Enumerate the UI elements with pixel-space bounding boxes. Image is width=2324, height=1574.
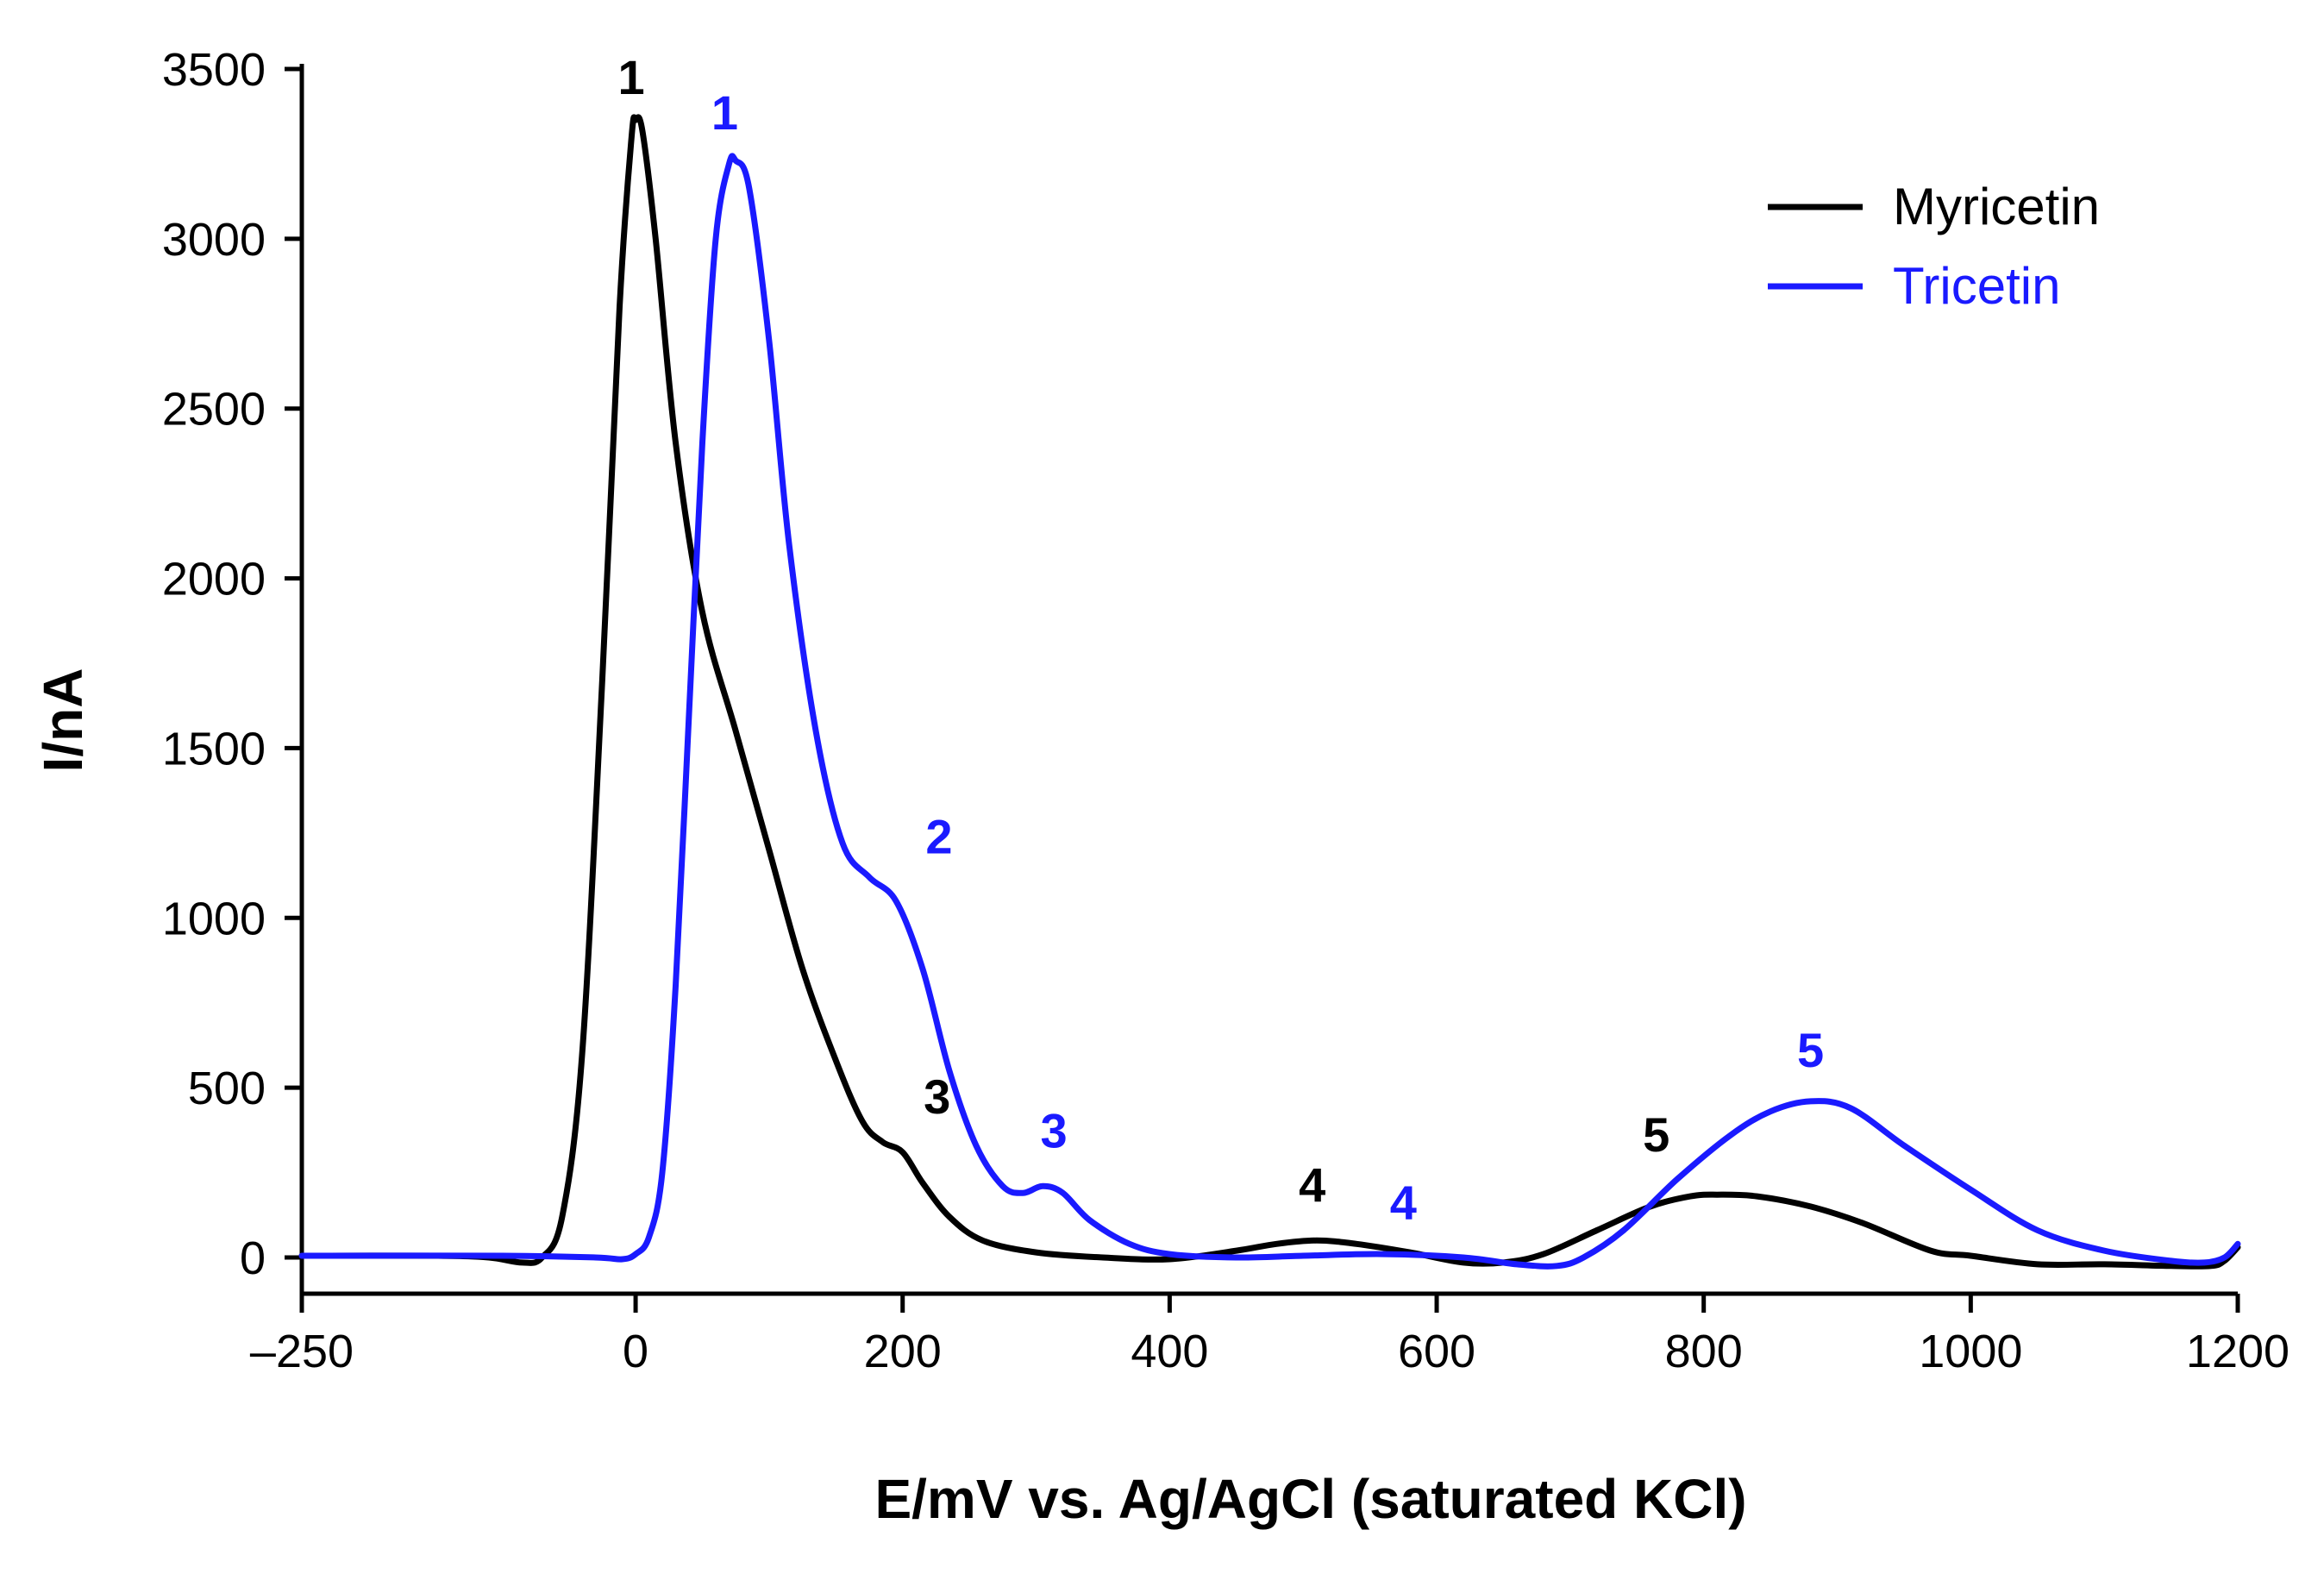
y-tick-label: 2500 xyxy=(162,384,266,436)
y-axis: 0 500 1000 1500 2000 2500 3000 3500 xyxy=(162,44,304,1294)
y-tick-label: 1000 xyxy=(162,893,266,944)
plot-area: 0 500 1000 1500 2000 2500 3000 3500 –250 0 200 400… xyxy=(162,44,2290,1377)
x-tick-label: 1000 xyxy=(1919,1326,2022,1377)
x-axis: –250 0 200 400 600 800 1000 1200 xyxy=(250,1291,2290,1377)
series-line-tricetin xyxy=(298,153,2241,1270)
peak-label-tricetin: 2 xyxy=(925,810,952,864)
x-tick-label: –250 xyxy=(250,1326,354,1377)
legend: Myricetin Tricetin xyxy=(1768,178,2100,315)
y-tick-label: 3000 xyxy=(162,214,266,266)
peak-label-tricetin: 4 xyxy=(1390,1176,1417,1230)
x-axis-title: E/mV vs. Ag/AgCl (saturated KCl) xyxy=(874,1468,1746,1530)
x-tick-label: 400 xyxy=(1131,1326,1208,1377)
y-axis-title: I/nA xyxy=(32,668,94,773)
peak-labels: 1 3 4 5 1 2 3 4 5 xyxy=(617,50,1824,1230)
legend-label: Tricetin xyxy=(1893,257,2060,315)
series-line-myricetin xyxy=(298,114,2241,1270)
peak-label-myricetin: 3 xyxy=(924,1069,950,1124)
peak-label-tricetin: 3 xyxy=(1040,1103,1067,1157)
x-tick-label: 0 xyxy=(623,1326,648,1377)
peak-label-tricetin: 1 xyxy=(711,85,738,140)
y-tick-label: 3500 xyxy=(162,44,266,96)
legend-label: Myricetin xyxy=(1893,178,2100,235)
y-tick-label: 500 xyxy=(188,1063,266,1114)
y-tick-label: 0 xyxy=(240,1232,266,1284)
peak-label-myricetin: 4 xyxy=(1299,1157,1325,1212)
x-tick-label: 200 xyxy=(864,1326,942,1377)
x-tick-label: 1200 xyxy=(2186,1326,2290,1377)
series-layer xyxy=(298,114,2241,1270)
x-tick-label: 600 xyxy=(1398,1326,1475,1377)
y-tick-label: 2000 xyxy=(162,554,266,605)
peak-label-myricetin: 5 xyxy=(1643,1107,1669,1162)
peak-label-myricetin: 1 xyxy=(617,50,644,104)
x-tick-label: 800 xyxy=(1665,1326,1743,1377)
peak-label-tricetin: 5 xyxy=(1797,1023,1824,1077)
y-tick-label: 1500 xyxy=(162,723,266,774)
